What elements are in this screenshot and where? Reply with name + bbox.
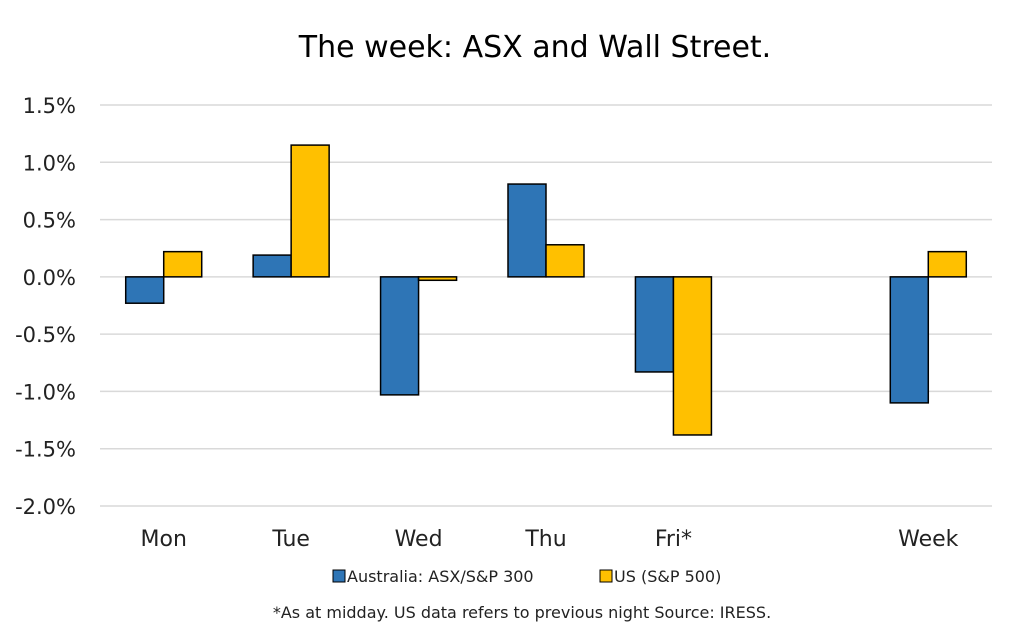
bar-us-mon: [162, 250, 203, 278]
bar-us-thu: [545, 244, 585, 278]
footnote: *As at midday. US data refers to previou…: [273, 603, 771, 622]
y-tick-label: 0.5%: [23, 209, 76, 233]
legend-label: Australia: ASX/S&P 300: [347, 567, 534, 586]
legend-label: US (S&P 500): [614, 567, 721, 586]
bar-australia-week: [889, 276, 930, 404]
bar-us-tue: [290, 144, 330, 278]
bar-us-week: [927, 250, 968, 278]
bar-us-wed: [417, 276, 458, 282]
bar-us-fri: [672, 276, 713, 436]
y-tick-label: 0.0%: [23, 266, 76, 290]
legend-swatch: [332, 569, 346, 583]
y-tick-label: 1.5%: [23, 94, 76, 118]
bar-australia-tue: [252, 254, 292, 278]
legend-swatch: [599, 569, 613, 583]
x-category-label: Fri*: [655, 527, 692, 552]
y-tick-label: 1.0%: [23, 151, 76, 175]
legend: Australia: ASX/S&P 300 US (S&P 500): [332, 567, 721, 586]
chart-title: The week: ASX and Wall Street.: [298, 30, 771, 65]
bar-australia-thu: [507, 183, 547, 278]
y-tick-label: -1.5%: [15, 438, 76, 462]
bars: [124, 144, 968, 436]
x-category-label: Tue: [271, 527, 310, 552]
x-category-label: Week: [898, 527, 959, 552]
y-tick-label: -2.0%: [15, 495, 76, 519]
y-axis-ticks: 1.5% 1.0% 0.5% 0.0% -0.5% -1.0% -1.5% -2.0%: [15, 94, 76, 519]
x-category-label: Thu: [524, 527, 566, 552]
y-tick-label: -0.5%: [15, 323, 76, 347]
bar-australia-mon: [124, 276, 165, 304]
x-axis-categories: Mon Tue Wed Thu Fri* Week: [141, 527, 959, 552]
gridlines: [100, 104, 992, 507]
x-category-label: Mon: [141, 527, 187, 552]
bar-australia-wed: [379, 276, 420, 396]
y-tick-label: -1.0%: [15, 380, 76, 404]
bar-australia-fri: [634, 276, 675, 373]
x-category-label: Wed: [395, 527, 443, 552]
